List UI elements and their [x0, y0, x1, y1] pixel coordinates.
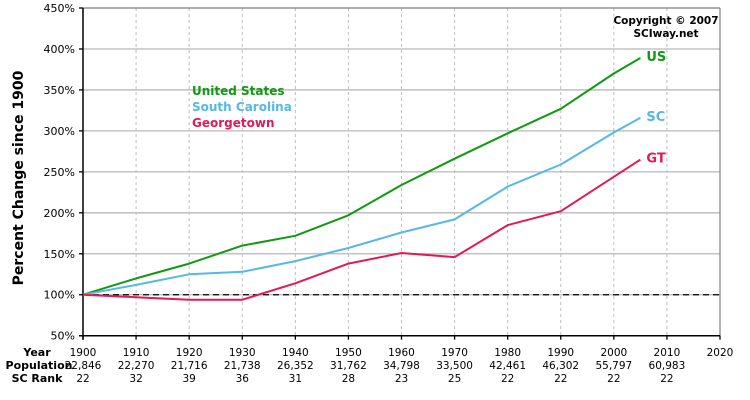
population-value: 21,716 [171, 360, 208, 372]
end-label-sc: SC [646, 110, 665, 125]
x-tick-label: 1910 [123, 347, 150, 359]
population-value: 55,797 [595, 360, 632, 372]
x-tick-label: 1950 [335, 347, 362, 359]
x-tick-label: 1990 [547, 347, 574, 359]
population-value: 21,738 [224, 360, 261, 372]
x-tick-label: 1940 [282, 347, 309, 359]
sc-rank-value: 39 [182, 373, 195, 385]
legend-item-us: United States [192, 84, 285, 98]
population-value: 60,983 [649, 360, 686, 372]
sc-rank-value: 22 [554, 373, 567, 385]
population-value: 34,798 [383, 360, 420, 372]
population-value: 22,270 [118, 360, 155, 372]
y-tick-label: 400% [44, 43, 75, 56]
end-label-gt: GT [646, 152, 665, 167]
series-line-sc [82, 116, 641, 296]
sc-rank-value: 31 [289, 373, 302, 385]
legend: United States South Carolina Georgetown [192, 84, 292, 130]
x-axis-ticks [82, 335, 721, 340]
y-tick-label: 450% [44, 2, 75, 15]
x-tick-label: 1970 [441, 347, 468, 359]
x-tick-label: 1930 [229, 347, 256, 359]
copyright-line2: SCIway.net [633, 28, 698, 40]
population-value: 26,352 [277, 360, 314, 372]
sc-rank-value: 22 [607, 373, 620, 385]
y-axis-ticks: 50% 100% 150% 200% 250% 300% 350% 400% 450% [44, 2, 83, 343]
y-tick-label: 250% [44, 166, 75, 179]
y-axis-title: Percent Change since 1900 [11, 70, 27, 285]
sc-rank-value: 25 [448, 373, 461, 385]
sc-rank-value: 22 [501, 373, 514, 385]
row-header: SC Rank [12, 372, 64, 385]
series-line-gt [82, 158, 641, 301]
sc-rank-value: 32 [129, 373, 142, 385]
y-tick-label: 100% [44, 289, 75, 302]
x-tick-label: 2000 [600, 347, 627, 359]
legend-item-gt: Georgetown [192, 116, 275, 130]
series-line-us [82, 57, 641, 296]
series-end-labels: US SC GT [646, 50, 666, 167]
data-series [82, 57, 641, 301]
y-tick-label: 200% [44, 207, 75, 220]
grid [79, 7, 721, 340]
x-tick-label: 2020 [707, 347, 734, 359]
copyright-line1: Copyright © 2007 [613, 15, 718, 27]
x-tick-label: 2010 [654, 347, 681, 359]
legend-item-sc: South Carolina [192, 100, 292, 114]
x-tick-label: 1980 [494, 347, 521, 359]
sc-rank-value: 22 [660, 373, 673, 385]
population-value: 31,762 [330, 360, 367, 372]
population-value: 42,461 [489, 360, 526, 372]
row-header: Year [22, 346, 51, 359]
x-tick-label: 1900 [70, 347, 97, 359]
y-tick-label: 300% [44, 125, 75, 138]
x-tick-label: 1920 [176, 347, 203, 359]
population-value: 22,846 [65, 360, 102, 372]
sc-rank-value: 28 [342, 373, 355, 385]
population-value: 46,302 [542, 360, 579, 372]
y-tick-label: 150% [44, 248, 75, 261]
x-tick-label: 1960 [388, 347, 415, 359]
row-header: Population [6, 359, 73, 372]
y-tick-label: 350% [44, 84, 75, 97]
sc-rank-value: 36 [236, 373, 250, 385]
sc-rank-value: 23 [395, 373, 408, 385]
sc-rank-value: 22 [76, 373, 89, 385]
population-value: 33,500 [436, 360, 473, 372]
y-tick-label: 50% [51, 330, 75, 343]
end-label-us: US [646, 50, 666, 65]
